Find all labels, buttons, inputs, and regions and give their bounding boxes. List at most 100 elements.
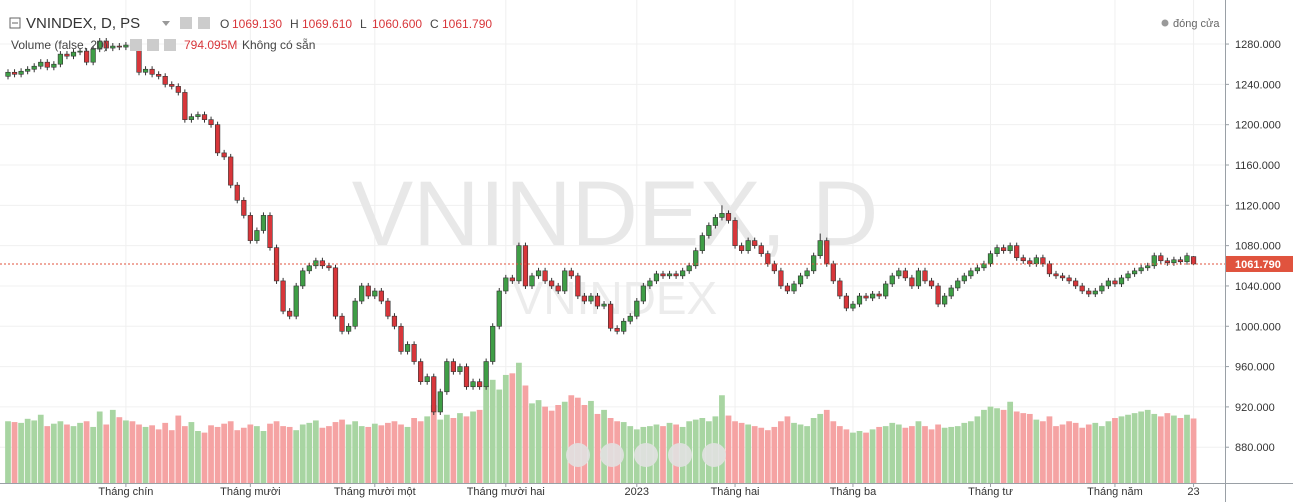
settings-icon[interactable] [180,17,192,29]
volume-bar [155,429,162,483]
x-tick-label: Tháng chín [98,486,153,498]
volume-bar [1000,409,1007,483]
candle-body [1046,263,1053,275]
watermark: VNINDEX, D [352,163,879,265]
volume-bar [1164,413,1171,483]
axes-layer: 880.000 920.000 960.000 1000.000 1040.000 108… [98,39,1293,498]
toggle-dot[interactable] [1161,19,1169,27]
volume-bar [1144,409,1151,483]
volume-bar [332,422,339,483]
candle-body [660,273,666,277]
settings-icon[interactable] [147,39,159,51]
candle-body [948,287,954,297]
volume-bar [398,424,404,483]
volume-bar [915,421,922,483]
volume-bar [1190,418,1197,483]
volume-bar [201,432,208,483]
volume-bar [1131,413,1138,483]
dropdown-arrow[interactable] [162,21,170,26]
volume-bar [123,420,129,483]
candle-body [398,325,404,352]
volume-bar [1151,413,1158,483]
candle-body [260,215,267,231]
candle-body [64,53,70,57]
x-tick-label: 2023 [625,486,649,498]
x-tick-label: Tháng mười hai [467,486,545,498]
candle-body [97,40,103,50]
candle-body [215,124,221,154]
candle-body [1014,245,1020,259]
candle-body [149,68,155,75]
candle-body [745,240,751,251]
volume-bar [529,403,535,483]
volume-bar [240,427,247,483]
candle-body [1059,275,1066,279]
volume-bar [37,414,44,483]
y-tick-label: 920.000 [1235,402,1275,414]
volume-bar [404,426,411,483]
candle-body [1112,280,1118,285]
candle-body [287,310,293,317]
volume-bar [424,416,431,483]
candle-body [162,76,168,85]
candle-body [234,184,240,201]
volume-bar [1020,413,1027,483]
volume-bar [732,421,738,483]
collapse-icon[interactable] [9,17,21,29]
volume-bar [778,421,784,483]
candle-body [811,255,817,272]
volume-bar [450,418,457,483]
candle-body [339,315,345,332]
settings-icon[interactable] [198,17,210,29]
volume-bar [181,426,188,483]
volume-bar [221,423,228,483]
nav-button[interactable] [566,443,590,467]
volume-bar [830,421,837,483]
ohlc-key: O [220,17,229,31]
nav-button[interactable] [600,443,624,467]
volume-bar [339,419,345,483]
volume-bar [267,423,273,483]
volume-bar [5,421,11,483]
candle-body [1073,280,1079,287]
volume-bar [254,426,260,483]
volume-bar [895,424,902,483]
volume-bar [542,406,548,483]
candle-body [175,86,181,93]
volume-bar [738,422,745,483]
volume-bar [476,409,483,483]
candle-body [208,119,214,125]
candle-body [418,361,424,383]
volume-bar [1046,416,1053,483]
volume-bar [745,424,752,483]
volume-bar [175,415,182,483]
candle-body [241,199,247,216]
close-icon[interactable] [164,39,176,51]
volume-bar [18,422,24,483]
candle-body [562,270,568,292]
candle-body [607,303,614,329]
candle-body [352,300,358,327]
close-toggle[interactable]: đóng cửa [1173,18,1220,30]
volume-bar [889,422,896,483]
symbol-title: VNINDEX, D, PS [26,15,140,32]
candle-body [896,270,902,277]
volume-bar [496,389,503,483]
candle-body [987,253,994,265]
candle-body [267,215,273,248]
volume-bar [227,421,234,483]
volume-bar [168,430,175,483]
volume-bar [57,421,64,483]
candle-body [725,213,732,221]
x-tick-label: Tháng mười [220,486,280,498]
volume-bar [954,426,961,483]
volume-bar [103,424,110,483]
volume-bar [909,426,915,483]
y-tick-label: 1120.000 [1235,200,1280,212]
ohlc-key: H [290,17,299,31]
nav-button[interactable] [668,443,692,467]
volume-bar [64,424,70,483]
settings-icon[interactable] [130,39,142,51]
nav-button[interactable] [702,443,726,467]
nav-button[interactable] [634,443,658,467]
